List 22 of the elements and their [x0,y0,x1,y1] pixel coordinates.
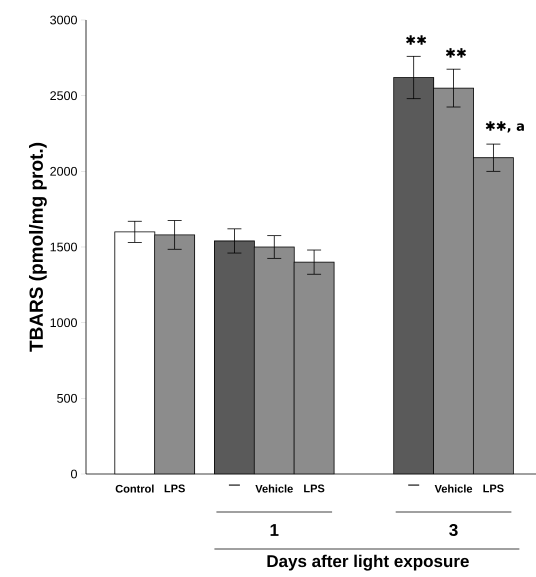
x-tick-label: Vehicle [255,484,293,493]
x-tick-label: LPS [164,484,185,492]
x-tick-label: LPS [483,484,504,492]
y-tick-label: 1000 [50,318,77,328]
annotation: ✱✱, a [486,121,524,133]
x-tick-label: Vehicle [434,484,472,493]
x-tick-label: LPS [304,484,324,492]
x-axis-title: Days after light exposure [267,554,469,571]
y-tick-label: 2000 [50,166,77,176]
x-tick-label: Control [116,484,154,493]
y-tick-label: 1500 [50,242,77,252]
annotation: ✱✱ [406,35,426,45]
annotation: ✱✱ [446,48,466,58]
text: 1 [270,524,278,536]
y-tick-label: 500 [56,394,77,403]
x-tick-label: — [408,484,419,486]
y-tick-label: 0 [70,470,77,478]
x-tick-label: — [228,484,240,486]
y-tick-label: 3000 [50,16,77,24]
y-tick-label: 2500 [50,91,77,100]
text: 3 [449,524,458,536]
y-axis-title: TBARS (pmol/mg prot.) [28,142,47,352]
